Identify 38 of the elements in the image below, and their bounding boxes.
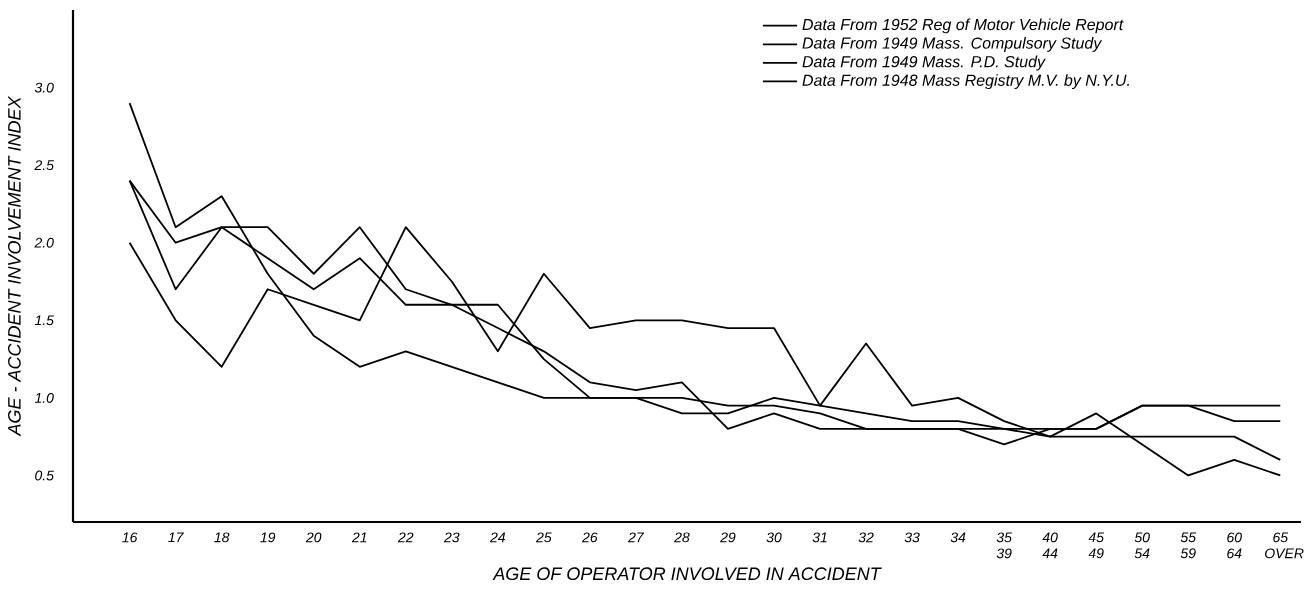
y-tick-label: 2.0 [34,237,54,248]
y-tick-label: 1.0 [34,392,54,403]
x-tick-label: 34 [950,532,966,543]
x-tick-label: 17 [168,532,184,543]
legend-label: Data From 1948 Mass Registry M.V. by N.Y.U. [802,74,1129,90]
x-tick-label: 30 [766,532,782,543]
x-tick-label: 18 [214,532,230,543]
x-tick-label: 25 [535,532,552,543]
legend-label: Data From 1952 Reg of Motor Vehicle Report [802,18,1124,34]
x-tick-label: 28 [674,532,690,543]
y-tick-label: 0.5 [35,470,54,481]
x-tick-label: 40 44 [1042,532,1058,559]
legend-label: Data From 1949 Mass. P.D. Study [802,55,1046,71]
x-axis-title: AGE OF OPERATOR INVOLVED IN ACCIDENT [492,567,882,581]
x-tick-label: 35 39 [996,532,1012,559]
x-tick-label: 50 54 [1134,532,1150,559]
x-tick-label: 31 [812,532,827,543]
x-tick-label: 16 [122,532,138,543]
x-tick-label: 65 OVER [1265,532,1304,559]
x-tick-label: 55 59 [1180,532,1197,559]
x-tick-label: 19 [260,532,276,543]
x-tick-label: 27 [628,532,645,543]
x-tick-label: 26 [582,532,598,543]
x-tick-label: 20 [305,532,322,543]
y-tick-label: 1.5 [34,315,54,326]
x-tick-label: 29 [720,532,736,543]
x-tick-label: 24 [489,532,506,543]
x-tick-label: 21 [351,532,367,543]
y-tick-label: 2.5 [34,160,54,171]
x-tick-label: 32 [858,532,874,543]
x-tick-label: 45 49 [1088,532,1104,559]
y-axis-title: AGE - ACCIDENT INVOLVEMENT INDEX [7,95,21,437]
x-tick-label: 22 [397,532,414,543]
legend-label: Data From 1949 Mass. Compulsory Study [802,36,1103,52]
y-tick-label: 3.0 [34,82,54,93]
x-tick-label: 23 [443,532,460,543]
x-tick-label: 60 64 [1227,532,1242,559]
x-tick-label: 33 [904,532,920,543]
